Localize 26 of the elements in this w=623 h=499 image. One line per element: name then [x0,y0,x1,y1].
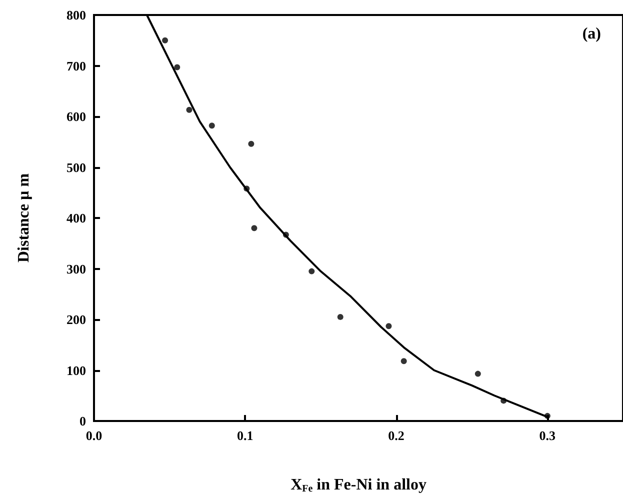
point [386,323,392,330]
point [162,37,168,44]
x-tick-label: 0.0 [86,428,102,443]
y-tick-label: 100 [66,362,86,378]
point [337,314,344,320]
point [474,370,481,377]
y-tick-label: 400 [66,210,86,226]
y-axis-title: Distance μ m [16,172,32,263]
x-tick-label: 0.1 [237,428,254,443]
y-tick-label: 700 [66,58,86,74]
point [208,122,215,129]
y-tick-label: 800 [66,8,86,22]
point [248,140,254,147]
y-tick-label: 600 [66,109,86,124]
point [308,268,315,274]
point [174,64,180,70]
x-tick-label: 0.3 [539,428,556,443]
y-tick-label: 300 [66,261,86,276]
point [251,225,258,232]
annotation: (a) [582,26,601,42]
point [400,358,407,364]
y-tick-label: 200 [66,312,86,327]
y-tick-label: 0 [80,414,86,428]
point [186,106,192,113]
x-tick-label: 0.2 [388,428,404,443]
y-tick-label: 500 [66,160,86,175]
